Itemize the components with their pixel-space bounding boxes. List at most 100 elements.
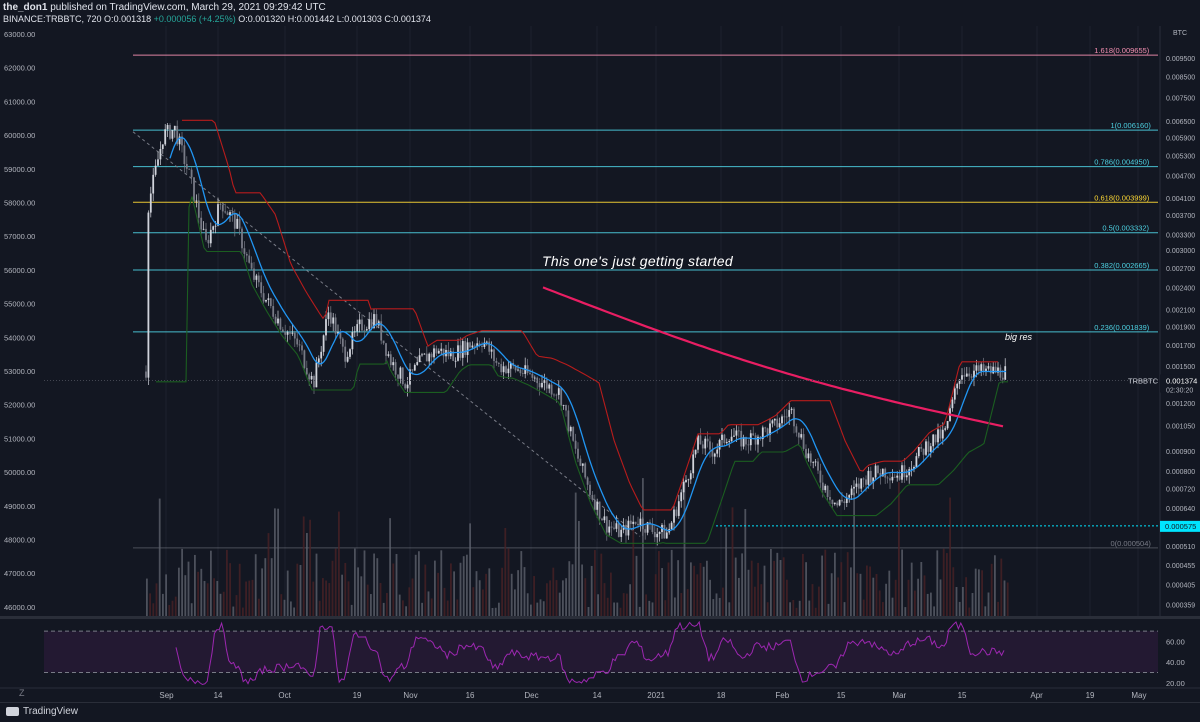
pane-separator	[0, 616, 1200, 619]
candle-body	[505, 366, 507, 374]
candle-body	[433, 348, 435, 358]
zoom-toggle[interactable]: Z	[19, 688, 25, 698]
volume-bar	[645, 594, 647, 616]
volume-bar	[373, 553, 375, 616]
candle-body	[291, 332, 294, 334]
candle-body	[356, 324, 359, 332]
candle-body	[605, 516, 608, 533]
candle-body	[574, 440, 577, 449]
candle-body	[490, 349, 493, 352]
candle-body	[435, 348, 438, 354]
candle-body	[987, 366, 990, 369]
candle-body	[903, 465, 906, 478]
candle-body	[956, 383, 959, 389]
volume-bar	[709, 579, 711, 616]
left-axis-tick: 54000.00	[4, 333, 35, 342]
volume-bar	[277, 508, 279, 616]
candle-body	[274, 316, 277, 324]
candle-body	[725, 442, 728, 444]
volume-bar	[539, 599, 542, 616]
trailing-stop-lower	[156, 196, 1008, 544]
trailing-stop-upper	[182, 119, 998, 511]
volume-bar	[862, 599, 865, 616]
candle-body	[665, 532, 668, 539]
candle-body	[709, 441, 711, 450]
candle-body	[946, 420, 949, 429]
candle-body	[555, 394, 558, 396]
fib-level-label: 0.786(0.004950)	[1094, 158, 1150, 167]
candle-body	[473, 345, 476, 347]
candle-body	[161, 144, 164, 149]
candle-body	[159, 148, 162, 160]
volume-bar	[907, 579, 910, 616]
candle-body	[958, 379, 961, 384]
volume-bar	[482, 589, 484, 616]
x-axis-tick: 19	[1086, 691, 1095, 700]
volume-bar	[891, 597, 894, 616]
candle-body	[970, 376, 973, 378]
tradingview-logo[interactable]: TradingView	[6, 706, 78, 717]
candle-body	[939, 429, 942, 439]
price-chart[interactable]: 63000.00 62000.00 61000.00 60000.00 59000.00…	[0, 26, 1200, 702]
volume-bar	[738, 577, 740, 616]
candle-body	[169, 124, 171, 139]
volume-bar	[328, 583, 331, 616]
volume-bar	[926, 593, 929, 616]
volume-bar	[542, 601, 545, 616]
author-name[interactable]: the_don1	[3, 2, 48, 13]
right-axis-tick: 0.000640	[1166, 506, 1195, 513]
candle-body	[586, 477, 589, 485]
candle-body	[579, 458, 582, 466]
volume-bar	[174, 596, 177, 616]
candle-body	[793, 408, 795, 427]
volume-bar	[776, 552, 779, 616]
volume-bar	[770, 548, 772, 616]
volume-bar	[933, 606, 935, 616]
volume-bar	[642, 478, 644, 616]
candle-body	[869, 470, 872, 483]
volume-bar	[274, 508, 276, 616]
volume-bar	[222, 591, 225, 616]
volume-bar	[811, 584, 814, 616]
candle-body	[493, 349, 495, 361]
volume-bar	[280, 594, 283, 616]
candle-body	[423, 353, 426, 355]
candle-body	[293, 332, 296, 339]
volume-bar	[146, 578, 148, 616]
volume-bar	[658, 551, 660, 616]
candle-body	[548, 384, 551, 389]
candle-body	[814, 461, 817, 463]
candle-body	[224, 211, 227, 213]
volume-bar	[613, 602, 615, 616]
volume-bar	[334, 548, 337, 616]
candle-body	[341, 338, 344, 347]
candle-body	[639, 518, 642, 526]
candle-body	[953, 388, 956, 400]
candle-body	[154, 165, 157, 175]
volume-bar	[216, 580, 219, 616]
candle-body	[202, 228, 205, 230]
volume-bar	[638, 606, 641, 616]
candle-body	[353, 331, 356, 333]
candle-body	[164, 129, 167, 145]
candle-body	[682, 482, 685, 493]
candle-body	[982, 364, 985, 372]
volume-bar	[536, 602, 539, 616]
volume-bar	[443, 587, 446, 616]
volume-bar	[296, 563, 299, 616]
fib-level-label: 0(0.000504)	[1110, 539, 1151, 548]
volume-bar	[472, 587, 475, 616]
candle-body	[238, 218, 241, 229]
volume-bar	[478, 580, 481, 616]
volume-bar	[446, 600, 449, 616]
volume-bar	[245, 581, 247, 616]
candle-body	[380, 321, 383, 341]
volume-bar	[162, 593, 164, 616]
volume-bar	[677, 560, 679, 616]
candle-body	[644, 529, 647, 533]
candle-body	[663, 524, 666, 539]
candle-body	[625, 525, 627, 536]
candle-body	[257, 275, 260, 283]
symbol-name[interactable]: BINANCE:TRBBTC, 720	[3, 14, 102, 24]
volume-bar	[754, 586, 756, 616]
